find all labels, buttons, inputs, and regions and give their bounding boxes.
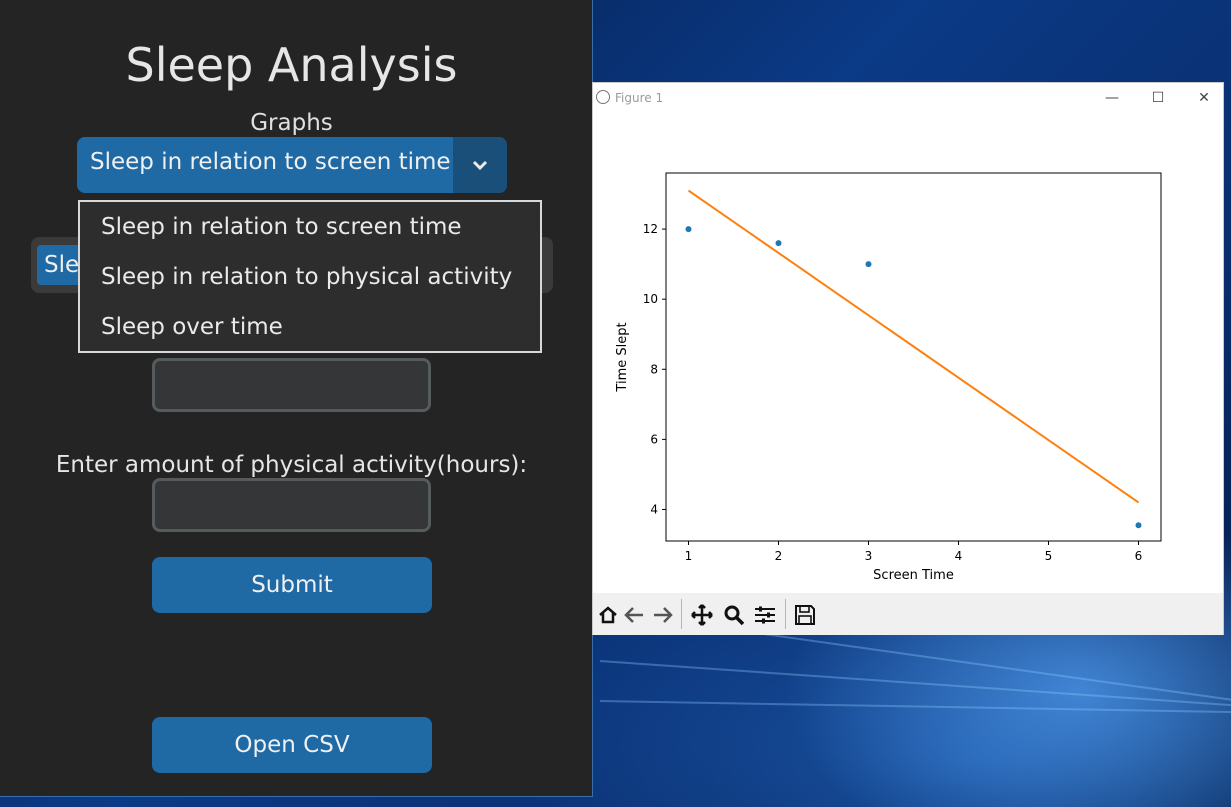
home-icon[interactable] — [593, 600, 623, 630]
data-point — [1135, 522, 1142, 529]
screen-time-field[interactable] — [152, 358, 431, 412]
y-tick-label: 12 — [643, 222, 658, 236]
y-tick-label: 10 — [643, 292, 658, 306]
y-tick-label: 8 — [650, 362, 658, 376]
physical-activity-field[interactable] — [152, 478, 431, 532]
close-icon[interactable]: ✕ — [1198, 90, 1210, 106]
graphs-label: Graphs — [250, 110, 333, 136]
y-tick-label: 4 — [650, 502, 658, 516]
x-tick-label: 3 — [865, 549, 873, 563]
plot-frame — [665, 172, 1162, 542]
graph-dropdown-menu: Sleep in relation to screen time Sleep i… — [78, 200, 542, 353]
physical-activity-label: Enter amount of physical activity(hours)… — [55, 452, 528, 478]
x-tick-label: 4 — [955, 549, 963, 563]
dropdown-option-screen-time[interactable]: Sleep in relation to screen time — [101, 214, 462, 240]
configure-subplots-icon[interactable] — [750, 600, 780, 630]
figure-window: Figure 1 — ☐ ✕ 1 2 3 4 5 6 4 6 8 10 12 Screen Time T… — [592, 82, 1224, 635]
submit-button[interactable]: Submit — [152, 557, 432, 613]
sleep-analysis-window: Sleep Analysis Graphs Sle Sleep in relat… — [0, 0, 593, 797]
figure-titlebar[interactable]: Figure 1 — ☐ ✕ — [593, 83, 1223, 113]
y-tick-label: 6 — [650, 432, 658, 446]
app-title: Sleep Analysis — [125, 38, 458, 92]
figure-toolbar — [593, 593, 1223, 635]
zoom-icon[interactable] — [719, 600, 749, 630]
chevron-down-icon[interactable] — [453, 137, 507, 193]
y-axis-label: Time Slept — [615, 322, 630, 392]
maximize-icon[interactable]: ☐ — [1151, 90, 1165, 106]
x-tick-label: 5 — [1045, 549, 1053, 563]
x-axis-label: Screen Time — [873, 568, 954, 583]
graph-select-value: Sleep in relation to screen time — [90, 149, 451, 175]
matplotlib-logo-icon — [596, 90, 610, 104]
minimize-icon[interactable]: — — [1105, 90, 1119, 106]
save-icon[interactable] — [790, 600, 820, 630]
data-point — [865, 261, 872, 268]
figure-title: Figure 1 — [615, 91, 664, 105]
x-tick-label: 1 — [685, 549, 693, 563]
x-tick-label: 6 — [1135, 549, 1143, 563]
dropdown-option-physical-activity[interactable]: Sleep in relation to physical activity — [101, 264, 513, 290]
x-tick-label: 2 — [775, 549, 783, 563]
dropdown-option-over-time[interactable]: Sleep over time — [101, 314, 283, 340]
open-csv-button[interactable]: Open CSV — [152, 717, 432, 773]
data-point — [685, 226, 692, 233]
graph-select[interactable]: Sleep in relation to screen time — [77, 137, 507, 193]
forward-arrow-icon[interactable] — [648, 600, 678, 630]
back-arrow-icon[interactable] — [619, 600, 649, 630]
data-point — [775, 240, 782, 247]
pan-icon[interactable] — [687, 600, 717, 630]
regression-line — [687, 189, 1140, 504]
